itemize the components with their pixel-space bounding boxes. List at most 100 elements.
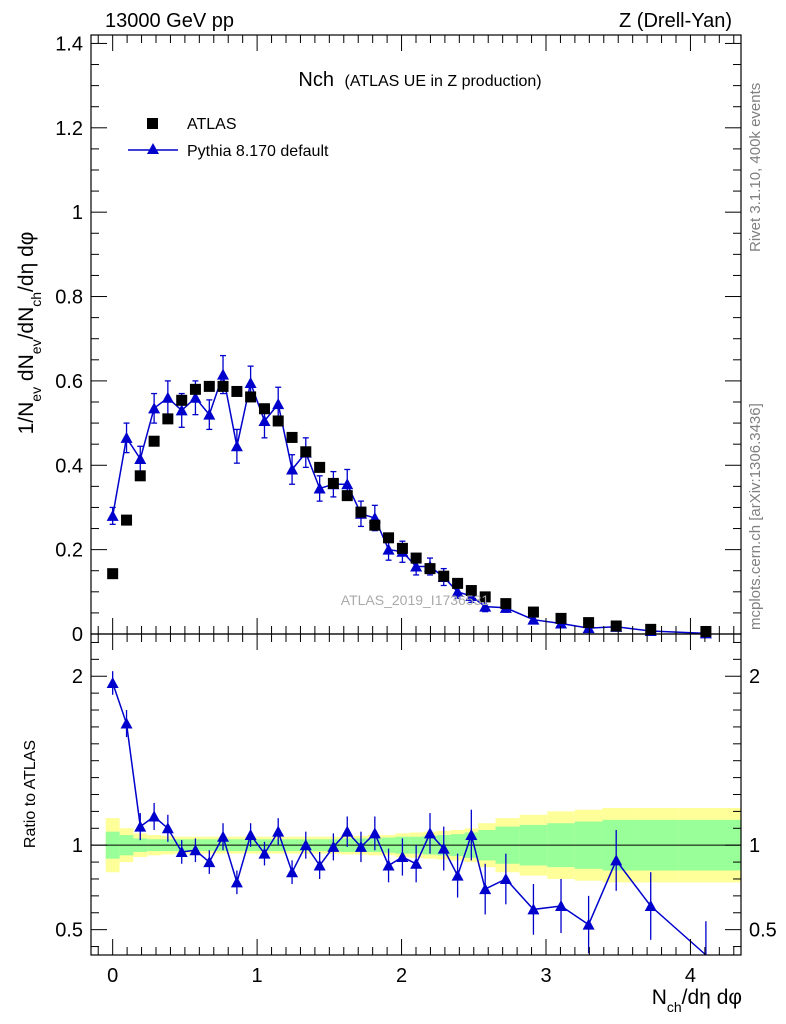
- pythia-point: [175, 404, 188, 416]
- ratio-plot-frame: [90, 633, 742, 956]
- pythia-point: [217, 368, 230, 380]
- atlas-point: [162, 413, 174, 425]
- atlas-point: [465, 585, 477, 597]
- main-plot-axes: 0 0.2 0.4 0.6 0.8 1 1.2 1.4: [55, 33, 741, 646]
- y-tick-label: 0.4: [55, 455, 83, 477]
- atlas-point: [286, 431, 298, 443]
- pythia-point: [410, 560, 423, 572]
- legend-pythia-marker: [147, 143, 159, 154]
- atlas-point: [369, 519, 381, 531]
- y-tick-label: 1.4: [55, 33, 83, 55]
- atlas-point: [410, 552, 422, 564]
- atlas-point: [396, 542, 408, 554]
- atlas-point: [527, 606, 539, 618]
- x-tick-label: 3: [540, 965, 551, 987]
- plot-title: Nch (ATLAS UE in Z production): [298, 69, 541, 91]
- y-tick-label: 0.6: [55, 371, 83, 393]
- x-tick-label: 0: [107, 965, 118, 987]
- ratio-point: [134, 820, 147, 832]
- ratio-y-axis-label: Ratio to ATLAS: [22, 740, 39, 848]
- ratio-point: [555, 900, 568, 912]
- plot-title-sub: (ATLAS UE in Z production): [345, 73, 542, 90]
- atlas-point: [203, 380, 215, 392]
- ratio-y-tick-label: 2: [72, 666, 83, 688]
- ratio-point: [217, 830, 230, 842]
- atlas-point: [583, 617, 595, 629]
- ratio-y-tick-label-right: 0.5: [749, 920, 777, 942]
- ratio-point: [161, 822, 174, 834]
- atlas-point: [107, 568, 119, 580]
- legend-atlas-marker: [147, 118, 158, 129]
- ratio-y-tick-label: 1: [72, 835, 83, 857]
- ratio-point: [189, 844, 202, 856]
- ratio-point: [527, 903, 540, 915]
- ratio-point: [410, 857, 423, 869]
- atlas-point: [700, 625, 712, 637]
- header-right: Z (Drell-Yan): [619, 10, 732, 32]
- ratio-y-tick-label-right: 1: [749, 835, 760, 857]
- atlas-point: [327, 477, 339, 489]
- ratio-point: [610, 854, 623, 866]
- ratio-point: [230, 876, 243, 888]
- y-tick-label: 0: [72, 624, 83, 646]
- atlas-point: [134, 470, 146, 482]
- atlas-point: [383, 532, 395, 544]
- ratio-plot-panel: 0.5 0.5 1 1 2 2 0 1 2 3 4: [55, 633, 777, 987]
- ratio-y-tick-label: 0.5: [55, 920, 83, 942]
- pythia-point: [120, 431, 133, 443]
- atlas-point: [355, 506, 367, 518]
- header-left: 13000 GeV pp: [105, 10, 234, 32]
- atlas-point: [314, 461, 326, 473]
- main-plot-panel: 0 0.2 0.4 0.6 0.8 1 1.2 1.4 Nch (ATLAS UE in Z …: [55, 33, 742, 646]
- rivet-version-label: Rivet 3.1.10, 400k events: [747, 83, 764, 252]
- ratio-point: [354, 840, 367, 852]
- ratio-point: [424, 827, 437, 839]
- ratio-point: [272, 825, 285, 837]
- atlas-point: [245, 391, 257, 403]
- pythia-point: [258, 414, 271, 426]
- pythia-point: [313, 482, 326, 494]
- ratio-point: [148, 810, 161, 822]
- ratio-point: [106, 676, 119, 688]
- main-plot-marks: [106, 354, 712, 639]
- ratio-point: [299, 839, 312, 851]
- ratio-point: [451, 869, 464, 881]
- atlas-point: [189, 383, 201, 395]
- ratio-point: [465, 829, 478, 841]
- atlas-point: [300, 446, 312, 458]
- x-tick-label: 4: [685, 965, 696, 987]
- pythia-point: [244, 377, 257, 389]
- x-tick-label: 1: [252, 965, 263, 987]
- atlas-point: [272, 415, 284, 427]
- atlas-point: [148, 435, 160, 447]
- pythia-point: [451, 585, 464, 597]
- ratio-y-tick-label-right: 2: [749, 666, 760, 688]
- ratio-point: [258, 847, 271, 859]
- ratio-point: [313, 859, 326, 871]
- ratio-point: [368, 827, 381, 839]
- ratio-point: [244, 829, 257, 841]
- atlas-point: [452, 577, 464, 589]
- pythia-point: [341, 478, 354, 490]
- atlas-point: [555, 612, 567, 624]
- atlas-point: [424, 563, 436, 575]
- analysis-watermark: ATLAS_2019_I1736531: [341, 592, 490, 608]
- atlas-point: [500, 598, 512, 610]
- ratio-point: [479, 883, 492, 895]
- pythia-point: [286, 463, 299, 475]
- ratio-point: [582, 918, 595, 930]
- atlas-point: [479, 591, 491, 603]
- ratio-point: [175, 845, 188, 857]
- ratio-point: [644, 900, 657, 912]
- ratio-point: [120, 717, 133, 729]
- ratio-point: [327, 840, 340, 852]
- legend: ATLAS Pythia 8.170 default: [128, 116, 329, 160]
- pythia-point: [189, 391, 202, 403]
- x-axis-label: Nch/dη dφ: [652, 986, 742, 1015]
- atlas-point: [610, 620, 622, 632]
- pythia-point: [161, 391, 174, 403]
- mcplots-label: mcplots.cern.ch [arXiv:1306.3436]: [747, 403, 764, 630]
- pythia-point: [148, 402, 161, 414]
- atlas-point: [438, 570, 450, 582]
